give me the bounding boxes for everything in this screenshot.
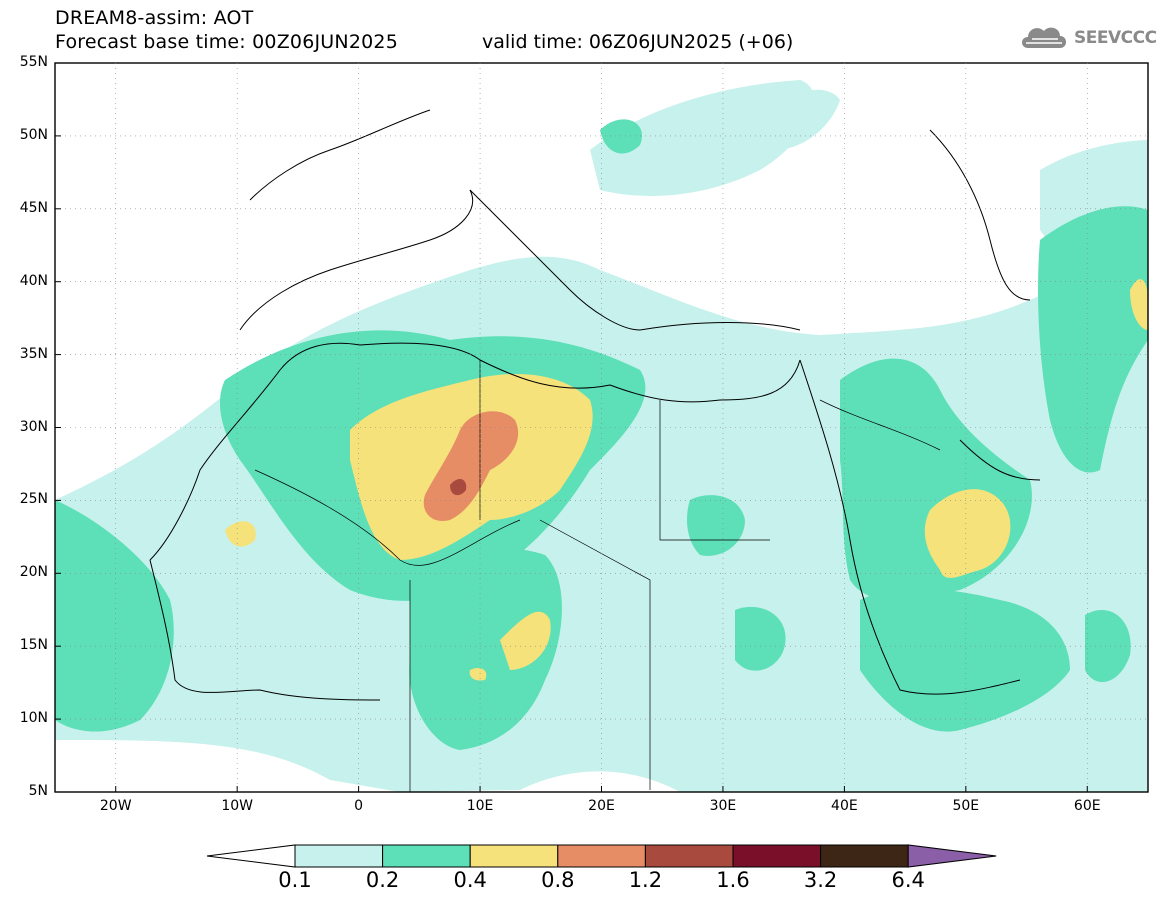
lon-tick-label: 50E xyxy=(952,798,980,814)
aot-level-1.2 xyxy=(450,478,467,496)
lon-tick-label: 30E xyxy=(709,798,737,814)
colorbar-tick-label: 1.2 xyxy=(628,868,663,892)
chart-title: DREAM8-assim: AOT xyxy=(55,7,254,29)
colorbar-tick-label: 3.2 xyxy=(803,868,838,892)
lat-tick-label: 25N xyxy=(19,491,48,508)
lon-tick-label: 40E xyxy=(831,798,858,814)
lat-tick-label: 20N xyxy=(19,564,48,581)
lat-tick-label: 50N xyxy=(19,126,48,143)
lat-tick-label: 40N xyxy=(19,272,48,289)
lat-tick-label: 45N xyxy=(19,199,48,216)
lat-tick-label: 10N xyxy=(19,710,48,727)
forecast-base-time: Forecast base time: 00Z06JUN2025 xyxy=(55,31,398,53)
lat-tick-label: 5N xyxy=(28,783,48,799)
lon-tick-label: 10E xyxy=(466,798,494,814)
cloud-icon xyxy=(1022,27,1066,48)
axis-ticks xyxy=(55,62,1088,793)
lat-tick-label: 35N xyxy=(19,345,48,362)
lat-tick-label: 55N xyxy=(19,54,48,70)
colorbar-tick-label: 1.6 xyxy=(716,868,750,892)
valid-time: valid time: 06Z06JUN2025 (+06) xyxy=(482,31,794,53)
lon-tick-label: 20E xyxy=(588,798,615,814)
aot-level-0.8 xyxy=(423,411,519,521)
colorbar-tick-label: 6.4 xyxy=(891,868,925,892)
lat-tick-label: 30N xyxy=(19,418,48,435)
logo-text: SEEVCCC xyxy=(1074,28,1157,48)
colorbar-tick-label: 0.8 xyxy=(541,868,575,892)
aot-fields xyxy=(55,80,1148,792)
lon-tick-label: 0 xyxy=(354,798,364,814)
coastlines xyxy=(149,109,1041,701)
lat-tick-label: 15N xyxy=(19,637,48,654)
lon-tick-label: 20W xyxy=(99,798,132,814)
colorbar-tick-label: 0.1 xyxy=(278,868,312,892)
graticule xyxy=(55,63,1148,792)
logo: SEEVCCC xyxy=(1018,22,1157,54)
lon-tick-label: 60E xyxy=(1073,798,1101,814)
lon-tick-label: 10W xyxy=(221,798,253,814)
colorbar-tick-label: 0.4 xyxy=(453,868,487,892)
colorbar-tick-label: 0.2 xyxy=(365,868,400,892)
